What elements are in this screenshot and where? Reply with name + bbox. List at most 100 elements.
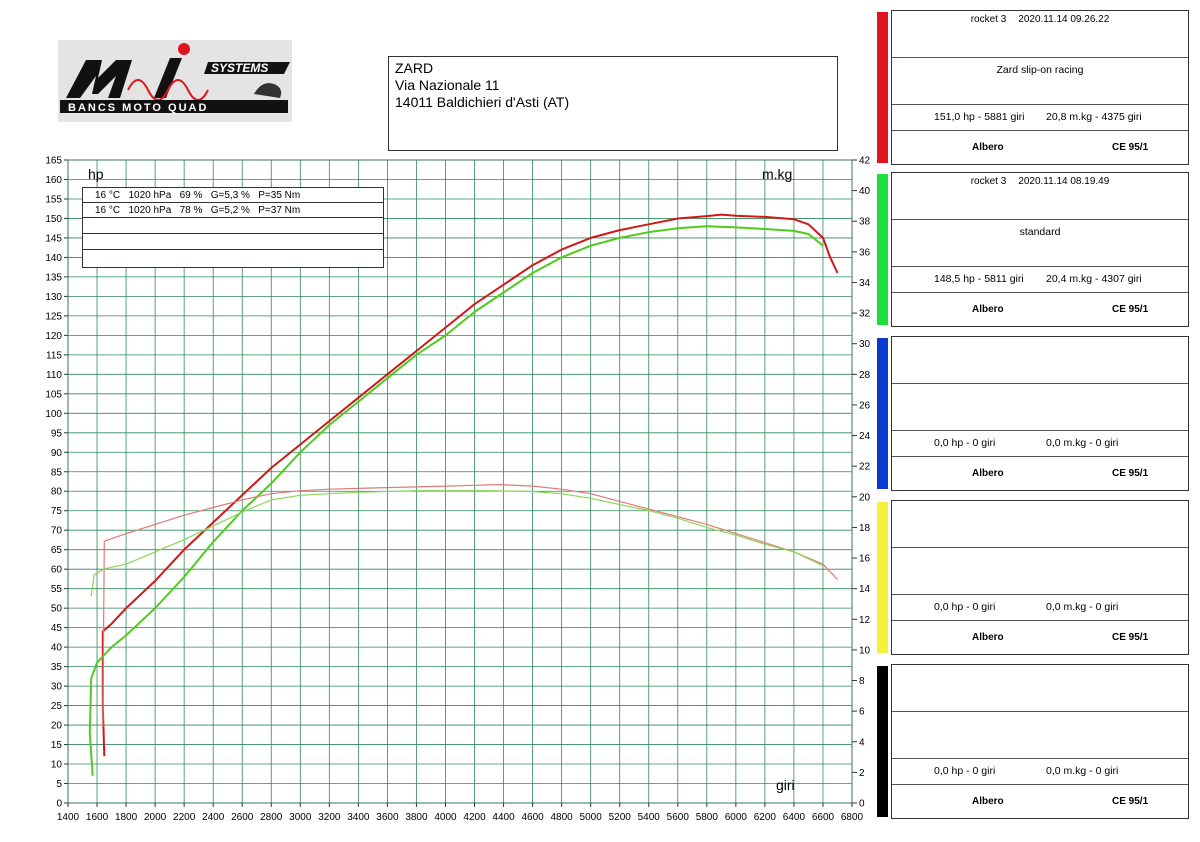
run-label — [892, 384, 1188, 431]
run-shaft: Albero — [972, 304, 1004, 315]
run-panel: rocket 3 2020.11.14 09.26.22 Zard slip-on … — [875, 10, 1189, 165]
hp-tick-label: 115 — [46, 350, 62, 361]
run-header — [892, 501, 1188, 548]
run-peak-power: 0,0 hp - 0 giri — [934, 601, 996, 613]
rpm-tick-label: 2200 — [173, 812, 196, 823]
run-model: rocket 3 — [970, 176, 1007, 187]
dealer-address-box: ZARD Via Nazionale 11 14011 Baldichieri … — [388, 56, 838, 151]
run-header: rocket 3 2020.11.14 08.19.49 — [892, 173, 1188, 220]
run-info-box: 0,0 hp - 0 giri 0,0 m.kg - 0 giri Albero CE… — [891, 336, 1189, 491]
hp-tick-label: 50 — [51, 604, 63, 615]
chart-series — [88, 213, 839, 776]
mkg-tick-label: 30 — [859, 339, 870, 350]
run-peak-power: 148,5 hp - 5811 giri — [934, 273, 1024, 285]
run-norm: CE 95/1 — [1112, 796, 1149, 807]
run-panel: 0,0 hp - 0 giri 0,0 m.kg - 0 giri Albero CE… — [875, 664, 1189, 819]
hp-tick-label: 155 — [45, 194, 62, 205]
run-peak-torque: 20,8 m.kg - 4375 giri — [1046, 111, 1142, 123]
run-label: Zard slip-on racing — [892, 58, 1188, 105]
mkg-tick-label: 4 — [859, 737, 865, 748]
hp-tick-label: 150 — [45, 214, 62, 225]
hp-tick-label: 90 — [51, 448, 63, 459]
rpm-tick-label: 4200 — [463, 812, 486, 823]
hp-tick-label: 110 — [46, 370, 62, 381]
run-shaft: Albero — [972, 632, 1004, 643]
hp-tick-label: 145 — [45, 233, 62, 244]
run-peak-torque: 20,4 m.kg - 4307 giri — [1046, 273, 1142, 285]
run-norm: CE 95/1 — [1112, 632, 1149, 643]
rpm-tick-label: 4400 — [492, 812, 515, 823]
conditions-row-empty — [83, 234, 383, 250]
mkg-tick-label: 28 — [859, 370, 870, 381]
hp-tick-label: 10 — [51, 760, 63, 771]
rpm-axis-label: giri — [776, 777, 795, 793]
hp-tick-label: 55 — [51, 584, 63, 595]
hp-axis-label: hp — [88, 166, 104, 182]
address-line: Via Nazionale 11 — [395, 77, 500, 93]
hp-tick-label: 105 — [45, 389, 62, 400]
run-footer: Albero CE 95/1 — [892, 621, 1188, 654]
hp-tick-label: 5 — [56, 779, 62, 790]
run-color-swatch — [877, 502, 888, 653]
run-norm: CE 95/1 — [1112, 142, 1149, 153]
hp-tick-label: 125 — [45, 311, 62, 322]
run-header: rocket 3 2020.11.14 09.26.22 — [892, 11, 1188, 58]
rpm-tick-label: 1600 — [86, 812, 109, 823]
address-line: 14011 Baldichieri d'Asti (AT) — [395, 94, 570, 110]
rpm-axis-ticks: 1400 1600 1800 2000 2200 2400 2600 2800 3000 3200… — [57, 803, 864, 823]
address-line: ZARD — [395, 60, 434, 76]
run-info-box: 0,0 hp - 0 giri 0,0 m.kg - 0 giri Albero CE… — [891, 500, 1189, 655]
rpm-tick-label: 5200 — [609, 812, 632, 823]
mkg-tick-label: 22 — [859, 462, 870, 473]
run-norm: CE 95/1 — [1112, 304, 1149, 315]
mkg-tick-label: 12 — [859, 615, 870, 626]
rpm-tick-label: 3800 — [405, 812, 428, 823]
hp-tick-label: 160 — [45, 175, 62, 186]
rpm-tick-label: 6600 — [812, 812, 835, 823]
rpm-tick-label: 1400 — [57, 812, 80, 823]
hp-tick-label: 70 — [51, 526, 63, 537]
run-info-box: 0,0 hp - 0 giri 0,0 m.kg - 0 giri Albero CE… — [891, 664, 1189, 819]
hp-tick-label: 60 — [51, 565, 63, 576]
conditions-row-empty — [83, 250, 383, 266]
hp-tick-label: 140 — [45, 253, 62, 264]
run-datetime: 2020.11.14 09.26.22 — [1018, 14, 1110, 25]
hp-tick-label: 20 — [51, 721, 63, 732]
rpm-tick-label: 2400 — [202, 812, 225, 823]
run-footer: Albero CE 95/1 — [892, 457, 1188, 490]
mkg-tick-label: 16 — [859, 554, 870, 565]
run-color-swatch — [877, 174, 888, 325]
rpm-tick-label: 2800 — [260, 812, 283, 823]
hp-tick-label: 40 — [51, 643, 63, 654]
rpm-tick-label: 6800 — [841, 812, 864, 823]
mkg-tick-label: 32 — [859, 309, 870, 320]
rpm-tick-label: 5800 — [696, 812, 719, 823]
rpm-tick-label: 3400 — [347, 812, 370, 823]
run-label — [892, 548, 1188, 595]
hp-tick-label: 75 — [51, 506, 63, 517]
rpm-tick-label: 6000 — [725, 812, 748, 823]
hp-tick-label: 0 — [56, 799, 62, 810]
hp-axis-ticks: 0 5 10 15 20 25 30 35 40 45 50 55 60 65 70 75 80 85 90 95 10… — [45, 156, 68, 810]
run-norm: CE 95/1 — [1112, 468, 1149, 479]
mkg-tick-label: 6 — [859, 707, 865, 718]
series-line — [90, 490, 824, 597]
run-shaft: Albero — [972, 796, 1004, 807]
run-peak-torque: 0,0 m.kg - 0 giri — [1046, 437, 1119, 449]
run-peak-power: 0,0 hp - 0 giri — [934, 765, 996, 777]
run-peaks: 148,5 hp - 5811 giri 20,4 m.kg - 4307 gir… — [892, 267, 1188, 293]
run-color-swatch — [877, 338, 888, 489]
mkg-tick-label: 26 — [859, 400, 870, 411]
run-header — [892, 665, 1188, 712]
logo-tagline: BANCS MOTO QUAD — [68, 102, 208, 114]
hp-tick-label: 30 — [51, 682, 63, 693]
run-peak-power: 0,0 hp - 0 giri — [934, 437, 996, 449]
run-peak-torque: 0,0 m.kg - 0 giri — [1046, 765, 1119, 777]
rpm-tick-label: 4600 — [521, 812, 544, 823]
hp-tick-label: 165 — [45, 156, 62, 167]
run-peaks: 151,0 hp - 5881 giri 20,8 m.kg - 4375 gir… — [892, 105, 1188, 131]
run-peak-torque: 0,0 m.kg - 0 giri — [1046, 601, 1119, 613]
mkg-tick-label: 18 — [859, 523, 870, 534]
hp-tick-label: 100 — [45, 409, 62, 420]
